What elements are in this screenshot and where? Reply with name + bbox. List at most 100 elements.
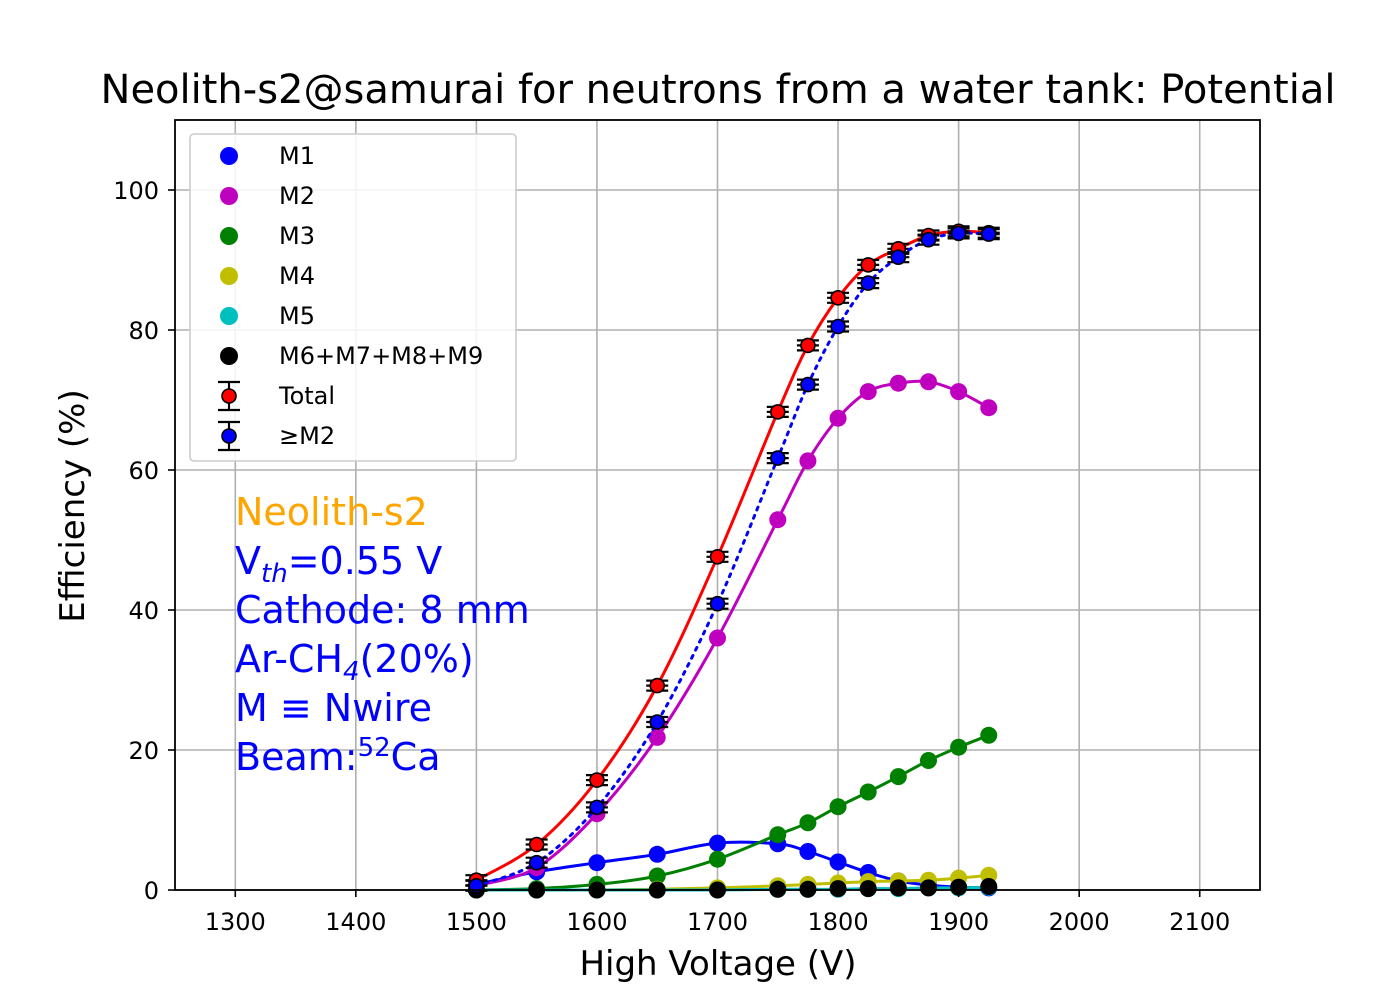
data-point — [709, 548, 726, 565]
data-point — [919, 879, 937, 897]
annotation-subscript: th — [261, 559, 288, 589]
tick-labels: 1300 1400 1500 1600 1700 1800 1900 2000 2100 0 20 4… — [113, 177, 1230, 936]
data-point — [709, 834, 726, 852]
legend-marker — [220, 187, 238, 205]
annotation-text: Cathode: 8 mm — [235, 588, 530, 632]
data-point — [709, 850, 726, 868]
plot-frame — [174, 119, 1261, 891]
x-tick-label: 1400 — [325, 908, 386, 936]
annotation-text: (20%) — [360, 637, 474, 681]
x-tick-label: 1600 — [566, 908, 627, 936]
data-point — [769, 511, 787, 529]
data-point — [919, 752, 937, 769]
series-m2 — [467, 373, 998, 895]
data-point — [980, 226, 997, 242]
legend-label: Total — [278, 382, 335, 410]
data-point — [830, 318, 846, 335]
y-tick-label: 0 — [144, 877, 159, 905]
data-point — [799, 452, 817, 470]
annotation-text: Ar-CH — [235, 637, 343, 681]
annotation-line: Ar-CH4(20%) — [235, 637, 474, 687]
series-line — [476, 733, 990, 892]
x-axis-title: High Voltage (V) — [579, 944, 856, 984]
annotation-text: =0.55 V — [288, 539, 443, 583]
data-point — [890, 249, 907, 266]
y-tick-label: 80 — [128, 317, 159, 345]
legend-box — [189, 133, 517, 462]
legend-entry: M1 — [220, 142, 315, 170]
legend-marker — [220, 347, 238, 365]
series-m3 — [467, 726, 998, 899]
grid-lines — [175, 120, 1260, 891]
data-point — [829, 798, 847, 816]
x-tick-label: 2000 — [1049, 908, 1110, 936]
x-tick-label: 1300 — [205, 908, 266, 936]
series--m2 — [465, 225, 1000, 894]
data-point — [589, 772, 605, 788]
series-line — [475, 379, 990, 888]
data-point — [829, 853, 847, 871]
legend-marker — [220, 227, 238, 245]
y-axis-title: Efficiency (%) — [53, 389, 93, 622]
legend-entry: ≥M2 — [218, 420, 335, 452]
x-tick-label: 1500 — [446, 908, 507, 936]
x-tick-label: 1900 — [928, 908, 989, 936]
data-point — [649, 677, 666, 694]
annotation-text: Beam: — [235, 735, 358, 779]
data-point — [648, 867, 666, 885]
x-tick-label: 2100 — [1169, 908, 1230, 936]
annotation-line: M ≡ Nwire — [235, 686, 432, 730]
data-point — [889, 374, 907, 392]
data-point — [830, 289, 846, 306]
y-tick-label: 100 — [113, 177, 159, 205]
data-point — [919, 373, 937, 391]
data-point — [859, 880, 877, 898]
data-point — [769, 404, 786, 420]
annotation-line: Vth=0.55 V — [235, 539, 442, 589]
annotation-line: Beam:52Ca — [235, 733, 440, 779]
legend-entry: M4 — [220, 262, 315, 290]
chart-title: Neolith-s2@samurai for neutrons from a w… — [101, 67, 1336, 113]
annotation-line: Cathode: 8 mm — [235, 588, 530, 632]
series-layer — [465, 223, 1000, 899]
legend-label: M4 — [279, 262, 315, 290]
data-point — [980, 878, 998, 895]
legend-label: M5 — [279, 302, 315, 330]
data-point — [950, 383, 968, 401]
data-point — [769, 826, 787, 844]
legend-label: M1 — [279, 142, 315, 170]
annotation-text: Ca — [391, 735, 441, 779]
data-point — [859, 783, 877, 801]
axes-frame — [168, 119, 1261, 897]
data-point — [950, 225, 967, 242]
data-point — [829, 880, 847, 898]
data-point — [980, 399, 998, 417]
legend-label: ≥M2 — [279, 422, 335, 450]
series-line — [474, 231, 991, 888]
data-point — [648, 728, 666, 746]
annotation-subscript: 4 — [343, 657, 360, 687]
legend-entry: M5 — [220, 302, 315, 330]
data-point — [528, 836, 545, 853]
data-point — [920, 231, 937, 248]
data-point — [800, 376, 816, 393]
legend-marker — [220, 267, 238, 285]
legend-label: M6+M7+M8+M9 — [279, 342, 483, 370]
legend-marker — [221, 428, 237, 444]
x-tick-label: 1800 — [808, 908, 869, 936]
annotation-superscript: 52 — [358, 733, 391, 763]
annotation-line: Neolith-s2 — [235, 490, 428, 534]
legend-marker — [220, 147, 238, 165]
annotation-text: Neolith-s2 — [235, 490, 428, 534]
data-point — [860, 275, 876, 291]
data-point — [769, 450, 786, 466]
data-point — [950, 878, 968, 896]
x-tick-label: 1700 — [687, 908, 748, 936]
data-point — [649, 714, 666, 730]
data-point — [648, 845, 666, 863]
legend-entry: M3 — [220, 222, 315, 250]
data-point — [829, 409, 847, 427]
data-point — [709, 595, 726, 612]
data-point — [950, 738, 968, 756]
data-point — [860, 257, 876, 273]
